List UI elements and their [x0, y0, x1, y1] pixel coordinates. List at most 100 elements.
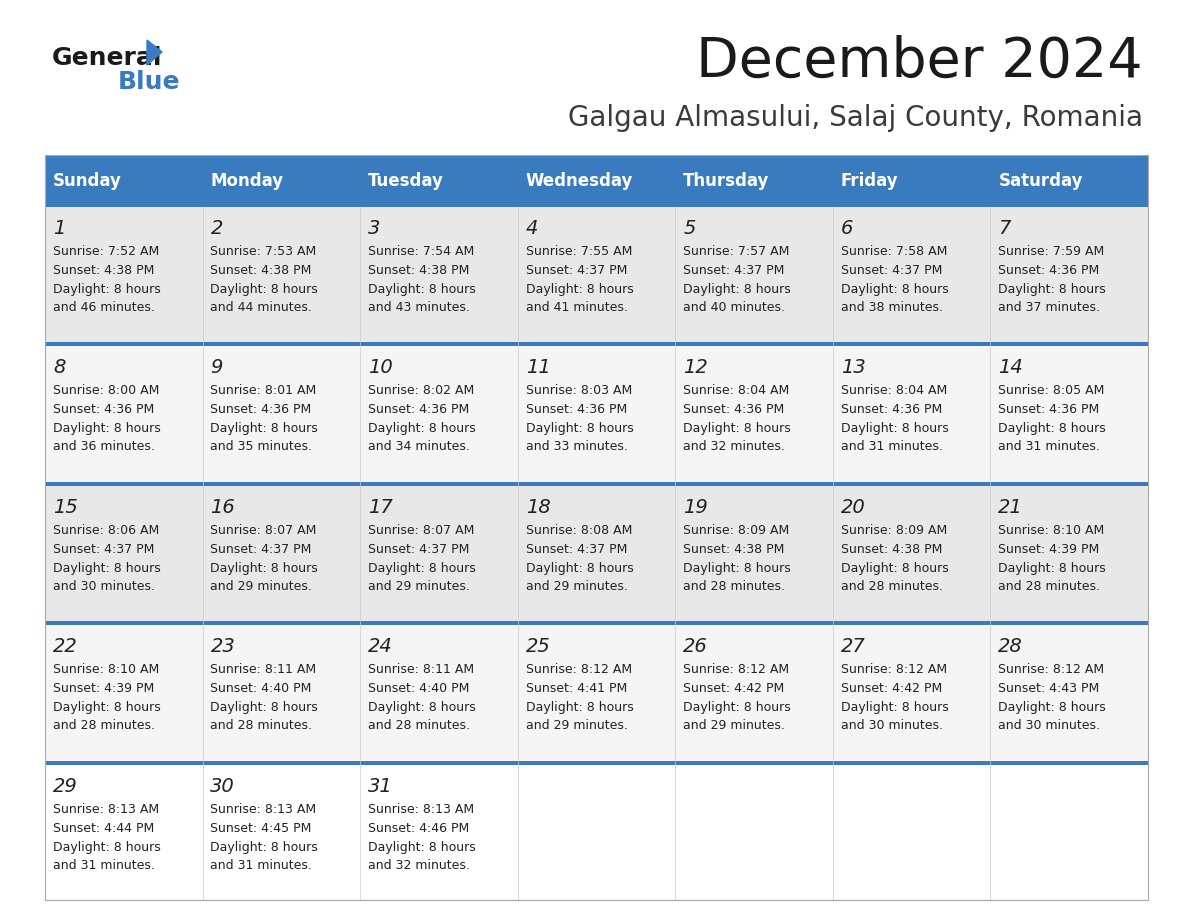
Text: Sunset: 4:38 PM: Sunset: 4:38 PM: [210, 264, 311, 277]
Text: and 30 minutes.: and 30 minutes.: [53, 580, 154, 593]
Text: Saturday: Saturday: [998, 172, 1082, 190]
Text: and 32 minutes.: and 32 minutes.: [683, 441, 785, 453]
Text: 20: 20: [841, 498, 866, 517]
Bar: [45, 346, 1148, 482]
Text: and 31 minutes.: and 31 minutes.: [841, 441, 942, 453]
Text: December 2024: December 2024: [696, 35, 1143, 89]
Text: 31: 31: [368, 777, 393, 796]
Text: Daylight: 8 hours: Daylight: 8 hours: [683, 562, 791, 575]
Text: Sunset: 4:37 PM: Sunset: 4:37 PM: [210, 543, 311, 555]
Text: 26: 26: [683, 637, 708, 656]
Text: 4: 4: [525, 219, 538, 238]
Text: 27: 27: [841, 637, 866, 656]
Text: Sunset: 4:37 PM: Sunset: 4:37 PM: [53, 543, 154, 555]
Text: Sunrise: 7:59 AM: Sunrise: 7:59 AM: [998, 245, 1105, 258]
Text: Daylight: 8 hours: Daylight: 8 hours: [841, 562, 948, 575]
Text: 18: 18: [525, 498, 550, 517]
Text: Sunset: 4:46 PM: Sunset: 4:46 PM: [368, 822, 469, 834]
Text: Sunset: 4:38 PM: Sunset: 4:38 PM: [368, 264, 469, 277]
Text: and 32 minutes.: and 32 minutes.: [368, 858, 470, 871]
Text: Daylight: 8 hours: Daylight: 8 hours: [683, 422, 791, 435]
Text: 10: 10: [368, 358, 393, 377]
Text: 24: 24: [368, 637, 393, 656]
Text: Daylight: 8 hours: Daylight: 8 hours: [368, 422, 475, 435]
Text: and 31 minutes.: and 31 minutes.: [998, 441, 1100, 453]
Text: 16: 16: [210, 498, 235, 517]
Text: Sunset: 4:36 PM: Sunset: 4:36 PM: [998, 403, 1100, 417]
Text: Daylight: 8 hours: Daylight: 8 hours: [841, 701, 948, 714]
Text: Sunrise: 8:13 AM: Sunrise: 8:13 AM: [210, 802, 316, 815]
Text: Daylight: 8 hours: Daylight: 8 hours: [683, 701, 791, 714]
Text: Sunset: 4:37 PM: Sunset: 4:37 PM: [683, 264, 784, 277]
Text: Sunrise: 8:04 AM: Sunrise: 8:04 AM: [683, 385, 789, 397]
Text: Sunrise: 8:03 AM: Sunrise: 8:03 AM: [525, 385, 632, 397]
Text: Daylight: 8 hours: Daylight: 8 hours: [210, 283, 318, 296]
Bar: [45, 207, 1148, 342]
Text: Sunset: 4:43 PM: Sunset: 4:43 PM: [998, 682, 1100, 695]
Text: Daylight: 8 hours: Daylight: 8 hours: [525, 562, 633, 575]
Text: Sunrise: 8:12 AM: Sunrise: 8:12 AM: [841, 663, 947, 677]
Text: 28: 28: [998, 637, 1023, 656]
Text: Sunset: 4:38 PM: Sunset: 4:38 PM: [841, 543, 942, 555]
Text: 9: 9: [210, 358, 223, 377]
Text: Sunday: Sunday: [53, 172, 121, 190]
Bar: [45, 765, 1148, 900]
Text: Sunrise: 8:11 AM: Sunrise: 8:11 AM: [210, 663, 316, 677]
Text: Sunset: 4:36 PM: Sunset: 4:36 PM: [841, 403, 942, 417]
Text: Sunrise: 8:09 AM: Sunrise: 8:09 AM: [683, 524, 789, 537]
Text: Tuesday: Tuesday: [368, 172, 444, 190]
Text: 5: 5: [683, 219, 695, 238]
Text: and 29 minutes.: and 29 minutes.: [368, 580, 470, 593]
Text: Daylight: 8 hours: Daylight: 8 hours: [998, 283, 1106, 296]
Text: Daylight: 8 hours: Daylight: 8 hours: [525, 283, 633, 296]
Text: and 28 minutes.: and 28 minutes.: [368, 719, 470, 733]
Text: Daylight: 8 hours: Daylight: 8 hours: [210, 701, 318, 714]
Text: 1: 1: [53, 219, 65, 238]
Text: and 29 minutes.: and 29 minutes.: [525, 580, 627, 593]
Text: Sunset: 4:39 PM: Sunset: 4:39 PM: [53, 682, 154, 695]
Text: Sunrise: 8:07 AM: Sunrise: 8:07 AM: [368, 524, 474, 537]
Text: Blue: Blue: [118, 70, 181, 94]
Text: Sunrise: 8:01 AM: Sunrise: 8:01 AM: [210, 385, 317, 397]
Bar: [45, 761, 1148, 765]
Text: Sunset: 4:44 PM: Sunset: 4:44 PM: [53, 822, 154, 834]
Bar: [45, 155, 1148, 900]
Text: Sunrise: 8:11 AM: Sunrise: 8:11 AM: [368, 663, 474, 677]
Text: Sunrise: 8:00 AM: Sunrise: 8:00 AM: [53, 385, 159, 397]
Text: Sunset: 4:36 PM: Sunset: 4:36 PM: [998, 264, 1100, 277]
Text: Daylight: 8 hours: Daylight: 8 hours: [210, 562, 318, 575]
Text: Daylight: 8 hours: Daylight: 8 hours: [53, 562, 160, 575]
Text: Daylight: 8 hours: Daylight: 8 hours: [53, 841, 160, 854]
Text: Sunset: 4:42 PM: Sunset: 4:42 PM: [683, 682, 784, 695]
Text: and 40 minutes.: and 40 minutes.: [683, 301, 785, 314]
Text: Sunrise: 7:54 AM: Sunrise: 7:54 AM: [368, 245, 474, 258]
Text: Sunrise: 8:12 AM: Sunrise: 8:12 AM: [683, 663, 789, 677]
Text: Sunset: 4:39 PM: Sunset: 4:39 PM: [998, 543, 1100, 555]
Text: Sunrise: 8:10 AM: Sunrise: 8:10 AM: [998, 524, 1105, 537]
Text: 14: 14: [998, 358, 1023, 377]
Text: Sunset: 4:37 PM: Sunset: 4:37 PM: [525, 543, 627, 555]
Text: Sunset: 4:45 PM: Sunset: 4:45 PM: [210, 822, 311, 834]
Text: and 44 minutes.: and 44 minutes.: [210, 301, 312, 314]
Text: Sunset: 4:37 PM: Sunset: 4:37 PM: [368, 543, 469, 555]
Text: 19: 19: [683, 498, 708, 517]
Text: Sunrise: 7:53 AM: Sunrise: 7:53 AM: [210, 245, 317, 258]
Text: and 38 minutes.: and 38 minutes.: [841, 301, 943, 314]
Text: Sunrise: 8:05 AM: Sunrise: 8:05 AM: [998, 385, 1105, 397]
Text: Sunset: 4:36 PM: Sunset: 4:36 PM: [525, 403, 627, 417]
Text: Daylight: 8 hours: Daylight: 8 hours: [998, 422, 1106, 435]
Text: Daylight: 8 hours: Daylight: 8 hours: [368, 841, 475, 854]
Text: Sunset: 4:38 PM: Sunset: 4:38 PM: [683, 543, 784, 555]
Text: and 34 minutes.: and 34 minutes.: [368, 441, 470, 453]
Text: and 31 minutes.: and 31 minutes.: [53, 858, 154, 871]
Text: 7: 7: [998, 219, 1011, 238]
Text: and 43 minutes.: and 43 minutes.: [368, 301, 470, 314]
Text: and 41 minutes.: and 41 minutes.: [525, 301, 627, 314]
Text: Daylight: 8 hours: Daylight: 8 hours: [525, 422, 633, 435]
Text: and 37 minutes.: and 37 minutes.: [998, 301, 1100, 314]
Bar: [45, 486, 1148, 621]
Text: Sunrise: 7:57 AM: Sunrise: 7:57 AM: [683, 245, 790, 258]
Text: 2: 2: [210, 219, 223, 238]
Text: 3: 3: [368, 219, 380, 238]
Text: Sunset: 4:41 PM: Sunset: 4:41 PM: [525, 682, 627, 695]
